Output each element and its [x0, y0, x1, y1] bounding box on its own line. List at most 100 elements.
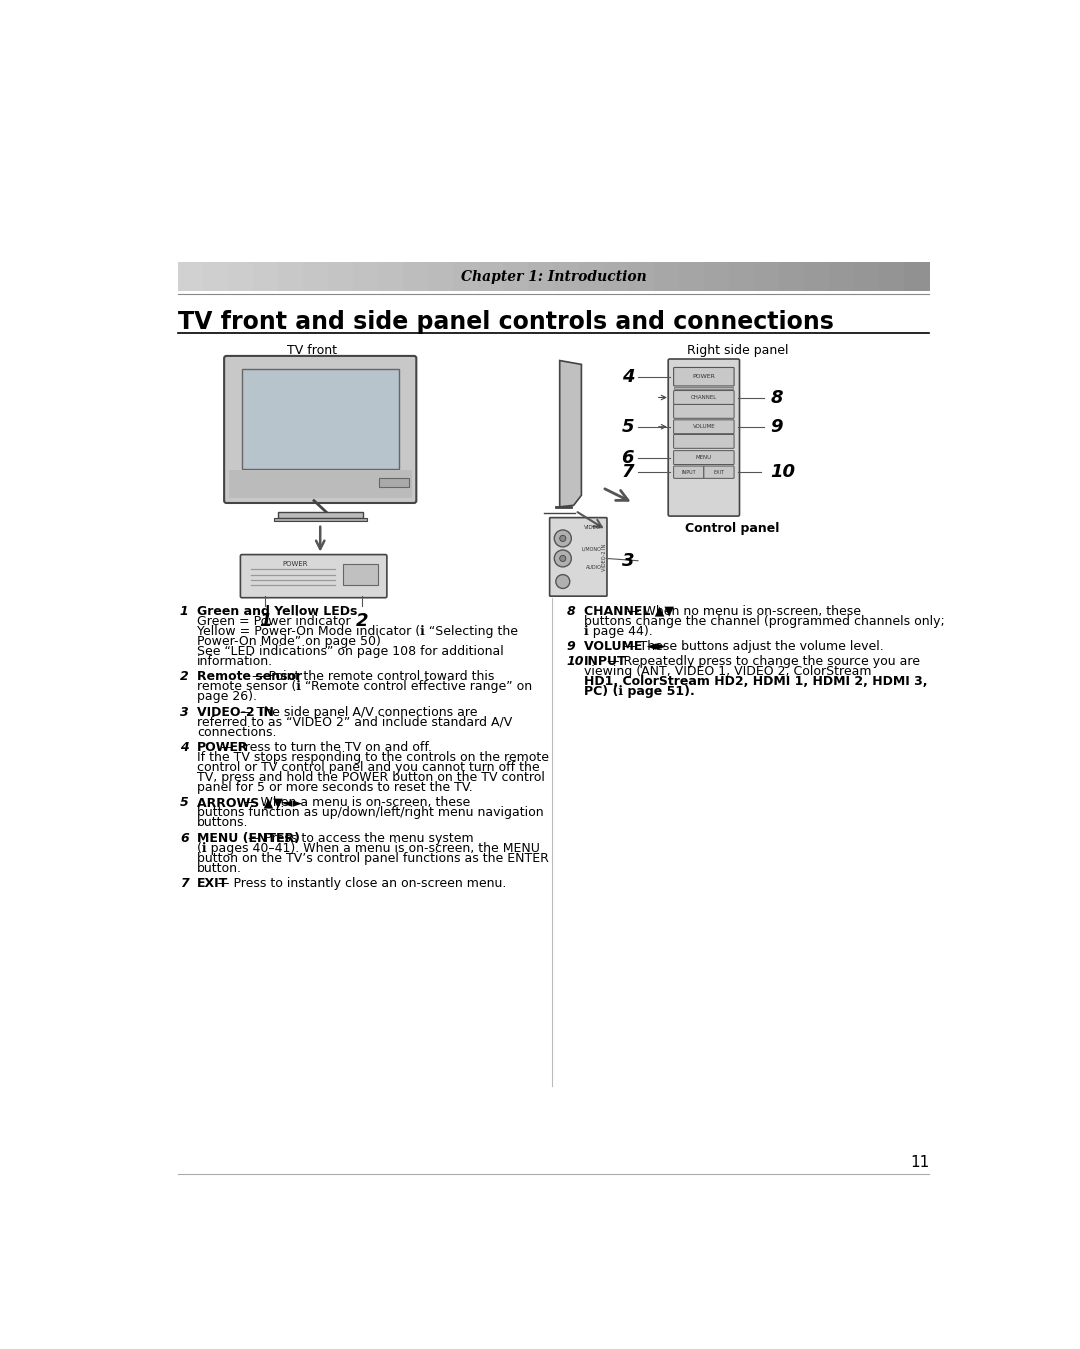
Bar — [342, 564, 378, 585]
Text: TV front and side panel controls and connections: TV front and side panel controls and con… — [177, 310, 834, 335]
Text: Control panel: Control panel — [685, 522, 779, 536]
Bar — [278, 513, 363, 518]
Text: buttons change the channel (programmed channels only;: buttons change the channel (programmed c… — [583, 615, 945, 627]
Text: viewing (ANT, VIDEO 1, VIDEO 2, ColorStream: viewing (ANT, VIDEO 1, VIDEO 2, ColorStr… — [583, 665, 872, 679]
Polygon shape — [559, 360, 581, 507]
Text: MENU (ENTER): MENU (ENTER) — [197, 832, 300, 844]
Bar — [528, 262, 554, 291]
Text: — Point the remote control toward this: — Point the remote control toward this — [247, 670, 495, 683]
Bar — [653, 262, 679, 291]
Text: buttons function as up/down/left/right menu navigation: buttons function as up/down/left/right m… — [197, 807, 543, 819]
Text: 10: 10 — [770, 463, 796, 482]
Bar — [403, 262, 429, 291]
Text: 8: 8 — [567, 604, 576, 618]
Text: 9: 9 — [567, 639, 576, 653]
FancyBboxPatch shape — [669, 359, 740, 517]
FancyBboxPatch shape — [225, 356, 416, 503]
FancyBboxPatch shape — [674, 367, 734, 386]
Bar — [302, 262, 328, 291]
Bar — [253, 262, 279, 291]
FancyBboxPatch shape — [674, 420, 734, 433]
FancyBboxPatch shape — [674, 465, 704, 479]
Text: 3: 3 — [622, 552, 634, 569]
Text: 8: 8 — [770, 389, 783, 406]
Text: — Repeatedly press to change the source you are: — Repeatedly press to change the source … — [604, 656, 920, 669]
Text: — When no menu is on-screen, these: — When no menu is on-screen, these — [623, 604, 861, 618]
Text: POWER: POWER — [692, 374, 715, 379]
Bar — [679, 262, 704, 291]
Text: AUDIO: AUDIO — [585, 565, 602, 571]
Bar — [754, 262, 780, 291]
Bar — [454, 262, 480, 291]
Text: panel for 5 or more seconds to reset the TV.: panel for 5 or more seconds to reset the… — [197, 781, 473, 795]
Text: — Press to access the menu system: — Press to access the menu system — [244, 832, 473, 844]
Bar — [779, 262, 805, 291]
Bar — [353, 262, 379, 291]
Text: 1: 1 — [180, 604, 189, 618]
Text: L/MONO: L/MONO — [582, 546, 602, 552]
Bar — [177, 262, 203, 291]
Text: MENU: MENU — [696, 455, 712, 460]
Text: page 26).: page 26). — [197, 691, 257, 703]
Bar — [629, 262, 654, 291]
Bar — [203, 262, 229, 291]
Text: 2: 2 — [180, 670, 189, 683]
Text: control or TV control panel and you cannot turn off the: control or TV control panel and you cann… — [197, 761, 540, 774]
Text: EXIT: EXIT — [714, 469, 725, 475]
Text: Green = Power indicator: Green = Power indicator — [197, 615, 351, 627]
Bar — [554, 262, 579, 291]
Text: 3: 3 — [180, 706, 189, 719]
Bar — [242, 370, 399, 469]
Text: — These buttons adjust the volume level.: — These buttons adjust the volume level. — [619, 639, 883, 653]
FancyBboxPatch shape — [704, 465, 734, 479]
Text: 6: 6 — [622, 449, 634, 467]
FancyBboxPatch shape — [674, 391, 734, 405]
Text: 6: 6 — [180, 832, 189, 844]
Text: 5: 5 — [180, 796, 189, 809]
Bar — [229, 469, 411, 498]
Bar — [729, 262, 755, 291]
FancyBboxPatch shape — [674, 434, 734, 448]
Bar — [879, 262, 905, 291]
Text: 2: 2 — [355, 611, 368, 630]
Text: INPUT: INPUT — [681, 469, 696, 475]
Bar — [904, 262, 930, 291]
Bar — [579, 262, 605, 291]
Text: CHANNEL: CHANNEL — [691, 395, 717, 401]
Text: referred to as “VIDEO 2” and include standard A/V: referred to as “VIDEO 2” and include sta… — [197, 715, 512, 728]
Circle shape — [559, 536, 566, 541]
Text: Power-On Mode” on page 50): Power-On Mode” on page 50) — [197, 634, 381, 648]
Text: — Press to instantly close an on-screen menu.: — Press to instantly close an on-screen … — [213, 877, 507, 890]
Text: 4: 4 — [622, 368, 634, 386]
Text: POWER: POWER — [282, 561, 308, 567]
Text: HD1, ColorStream HD2, HDMI 1, HDMI 2, HDMI 3,: HD1, ColorStream HD2, HDMI 1, HDMI 2, HD… — [583, 676, 928, 688]
Text: 1: 1 — [259, 611, 271, 630]
Bar — [704, 262, 730, 291]
Text: — Press to turn the TV on and off.: — Press to turn the TV on and off. — [216, 741, 432, 754]
Text: VOLUME ◄►: VOLUME ◄► — [583, 639, 665, 653]
Bar — [379, 478, 408, 487]
Bar — [478, 262, 504, 291]
Text: 7: 7 — [180, 877, 189, 890]
Bar — [273, 518, 367, 522]
Text: VIDEO-2 IN: VIDEO-2 IN — [197, 706, 274, 719]
Bar — [428, 262, 454, 291]
Text: CHANNEL ▲▼: CHANNEL ▲▼ — [583, 604, 674, 618]
Text: EXIT: EXIT — [197, 877, 228, 890]
Bar — [829, 262, 855, 291]
Bar — [854, 262, 880, 291]
Bar — [228, 262, 254, 291]
Text: VIDEO-2 IN: VIDEO-2 IN — [603, 544, 607, 571]
Text: Yellow = Power-On Mode indicator (ℹ “Selecting the: Yellow = Power-On Mode indicator (ℹ “Sel… — [197, 625, 518, 638]
Text: buttons.: buttons. — [197, 816, 248, 830]
Bar — [278, 262, 303, 291]
FancyBboxPatch shape — [674, 451, 734, 464]
FancyBboxPatch shape — [241, 554, 387, 598]
Circle shape — [556, 575, 570, 588]
Text: information.: information. — [197, 654, 273, 668]
Text: Chapter 1: Introduction: Chapter 1: Introduction — [461, 270, 646, 285]
Circle shape — [559, 556, 566, 561]
Text: TV front: TV front — [286, 344, 337, 357]
Text: 9: 9 — [770, 418, 783, 436]
Text: TV, press and hold the POWER button on the TV control: TV, press and hold the POWER button on t… — [197, 770, 545, 784]
